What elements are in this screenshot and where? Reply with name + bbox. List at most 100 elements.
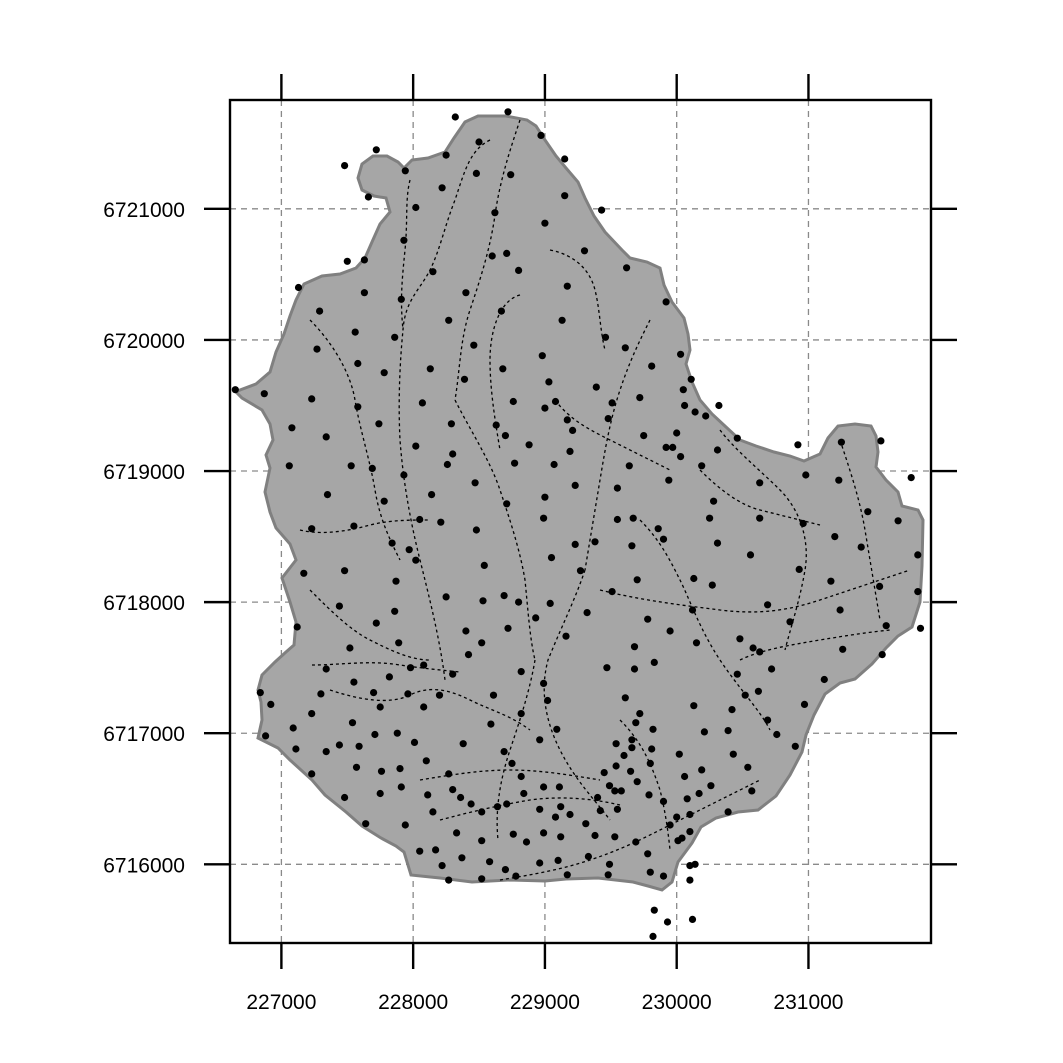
sample-point — [686, 876, 694, 884]
sample-point — [544, 696, 552, 705]
sample-point — [540, 514, 548, 522]
sample-point — [864, 508, 872, 516]
sample-point — [391, 333, 399, 341]
sample-point — [627, 767, 635, 775]
x-tick-label: 230000 — [642, 991, 712, 1014]
sample-point — [604, 871, 612, 879]
sample-point — [445, 770, 453, 778]
stream-line — [398, 139, 491, 681]
sample-point — [371, 730, 379, 739]
sample-point — [836, 606, 844, 614]
sample-point — [665, 476, 673, 484]
sample-point — [492, 421, 500, 429]
sample-point — [418, 399, 426, 407]
sample-point — [663, 918, 672, 926]
sample-point — [596, 807, 604, 815]
sample-point — [708, 581, 716, 589]
sample-point — [690, 574, 698, 583]
sample-point — [636, 394, 644, 402]
sample-point — [391, 607, 399, 615]
sample-point — [288, 424, 296, 432]
sample-point — [360, 256, 368, 264]
sample-point — [748, 787, 756, 795]
sample-point — [773, 730, 781, 739]
sample-point — [540, 783, 548, 791]
sample-point — [541, 493, 549, 501]
sample-point — [478, 639, 486, 647]
sample-point — [400, 471, 408, 479]
sample-point — [385, 673, 393, 681]
sample-point — [470, 341, 478, 349]
sample-point — [515, 266, 523, 274]
sample-point — [733, 434, 741, 442]
plot-frame — [228, 98, 933, 945]
stream-line — [699, 469, 821, 526]
sample-point — [453, 829, 461, 837]
sample-point — [562, 632, 570, 640]
sample-point — [794, 441, 802, 449]
sample-point — [601, 333, 610, 341]
sample-point — [605, 782, 614, 790]
sample-point — [412, 556, 420, 564]
sample-point — [545, 378, 553, 386]
sample-point — [580, 247, 589, 255]
sample-point — [713, 539, 722, 547]
sample-point — [335, 602, 343, 610]
sample-point — [625, 462, 633, 470]
sample-point — [563, 416, 571, 424]
sample-point — [438, 862, 446, 870]
sample-point — [350, 522, 358, 530]
sample-point — [628, 542, 636, 550]
sample-point — [397, 783, 405, 791]
stream-line — [311, 662, 461, 673]
sample-point — [686, 810, 694, 819]
sample-point — [489, 691, 498, 699]
sample-point — [256, 689, 264, 697]
sample-point — [401, 167, 409, 175]
sample-point — [715, 401, 723, 410]
sample-point — [675, 750, 683, 758]
sample-point — [681, 772, 689, 781]
sample-point — [396, 765, 404, 773]
stream-line — [400, 179, 411, 331]
sample-point — [267, 700, 275, 709]
sample-point — [401, 821, 409, 829]
sample-point — [355, 742, 363, 750]
x-tick-label: 231000 — [773, 991, 843, 1014]
sample-point — [837, 438, 846, 446]
sample-point — [603, 664, 611, 672]
sample-point — [646, 759, 654, 768]
sample-point — [260, 390, 268, 398]
stream-line — [839, 439, 881, 621]
sample-point — [341, 162, 349, 170]
sample-point — [592, 383, 600, 391]
sample-point — [500, 748, 508, 756]
sample-point — [499, 365, 507, 373]
sample-point — [504, 624, 512, 632]
sample-point — [509, 830, 517, 838]
sample-point — [364, 193, 372, 201]
sample-point — [540, 679, 548, 688]
sample-point — [669, 443, 677, 451]
sample-point — [375, 420, 383, 428]
sample-point — [692, 639, 701, 647]
sample-point — [802, 471, 810, 479]
sample-point — [478, 837, 486, 845]
sample-point — [673, 813, 681, 821]
sample-points — [231, 108, 925, 941]
sample-point — [569, 426, 577, 434]
sample-point — [308, 395, 316, 403]
sample-point — [546, 599, 554, 608]
stream-line — [549, 249, 606, 351]
stream-line — [454, 119, 521, 401]
sample-point — [659, 535, 668, 543]
sample-point — [608, 399, 616, 407]
sample-point — [426, 365, 434, 373]
sample-point — [410, 738, 419, 747]
sample-point — [645, 791, 653, 799]
sample-point — [460, 375, 469, 383]
sample-point — [517, 668, 525, 676]
sample-point — [459, 740, 467, 748]
sample-point — [632, 838, 640, 846]
sample-point — [512, 872, 520, 880]
